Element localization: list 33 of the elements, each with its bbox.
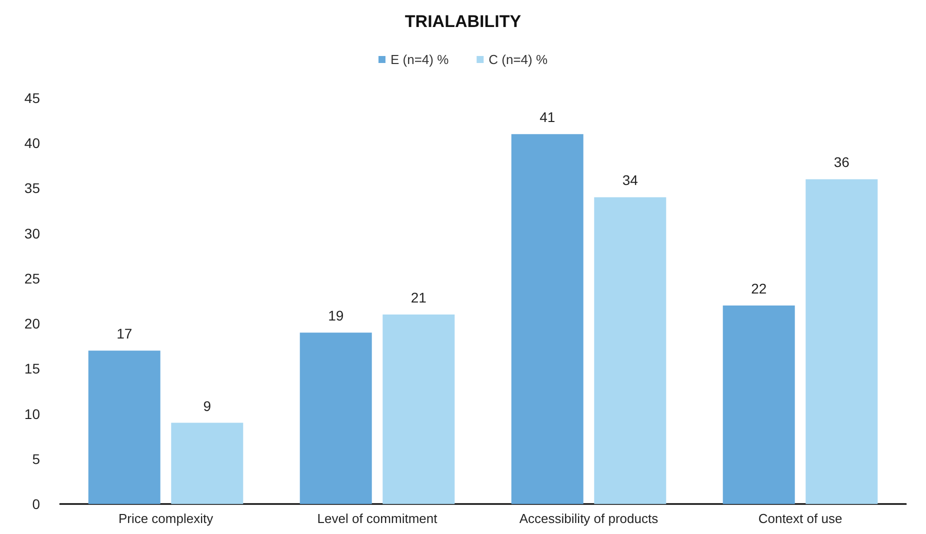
y-tick-label: 40 bbox=[24, 135, 40, 152]
y-tick-label: 20 bbox=[24, 316, 40, 332]
data-label: 19 bbox=[328, 308, 344, 324]
bar bbox=[300, 332, 372, 504]
y-tick-label: 10 bbox=[24, 406, 40, 422]
legend-label: E (n=4) % bbox=[390, 52, 450, 67]
x-tick-label: Accessibility of products bbox=[519, 511, 659, 526]
legend-label: C (n=4) % bbox=[488, 52, 548, 67]
data-label: 22 bbox=[751, 280, 767, 297]
bar bbox=[382, 314, 455, 504]
data-label: 17 bbox=[116, 326, 132, 342]
data-label: 9 bbox=[203, 398, 212, 414]
bar bbox=[594, 197, 666, 504]
y-tick-label: 5 bbox=[32, 450, 40, 467]
data-label: 34 bbox=[622, 172, 638, 188]
x-tick-label: Context of use bbox=[758, 511, 842, 526]
y-tick-label: 30 bbox=[24, 225, 40, 242]
y-tick-label: 0 bbox=[32, 496, 40, 512]
data-label: 41 bbox=[540, 109, 556, 126]
x-tick-label: Price complexity bbox=[118, 511, 214, 526]
data-label: 21 bbox=[410, 290, 427, 306]
y-tick-label: 35 bbox=[24, 180, 40, 196]
bar bbox=[88, 350, 160, 504]
data-label: 36 bbox=[834, 154, 850, 170]
x-tick-label: Level of commitment bbox=[317, 511, 438, 526]
y-tick-label: 25 bbox=[24, 270, 40, 286]
bar bbox=[806, 179, 878, 504]
y-tick-label: 45 bbox=[24, 90, 40, 106]
y-tick-label: 15 bbox=[24, 360, 40, 377]
bar bbox=[171, 422, 244, 504]
chart-title: TRIALABILITY bbox=[404, 12, 522, 31]
bar bbox=[511, 134, 584, 504]
bar bbox=[722, 306, 795, 504]
